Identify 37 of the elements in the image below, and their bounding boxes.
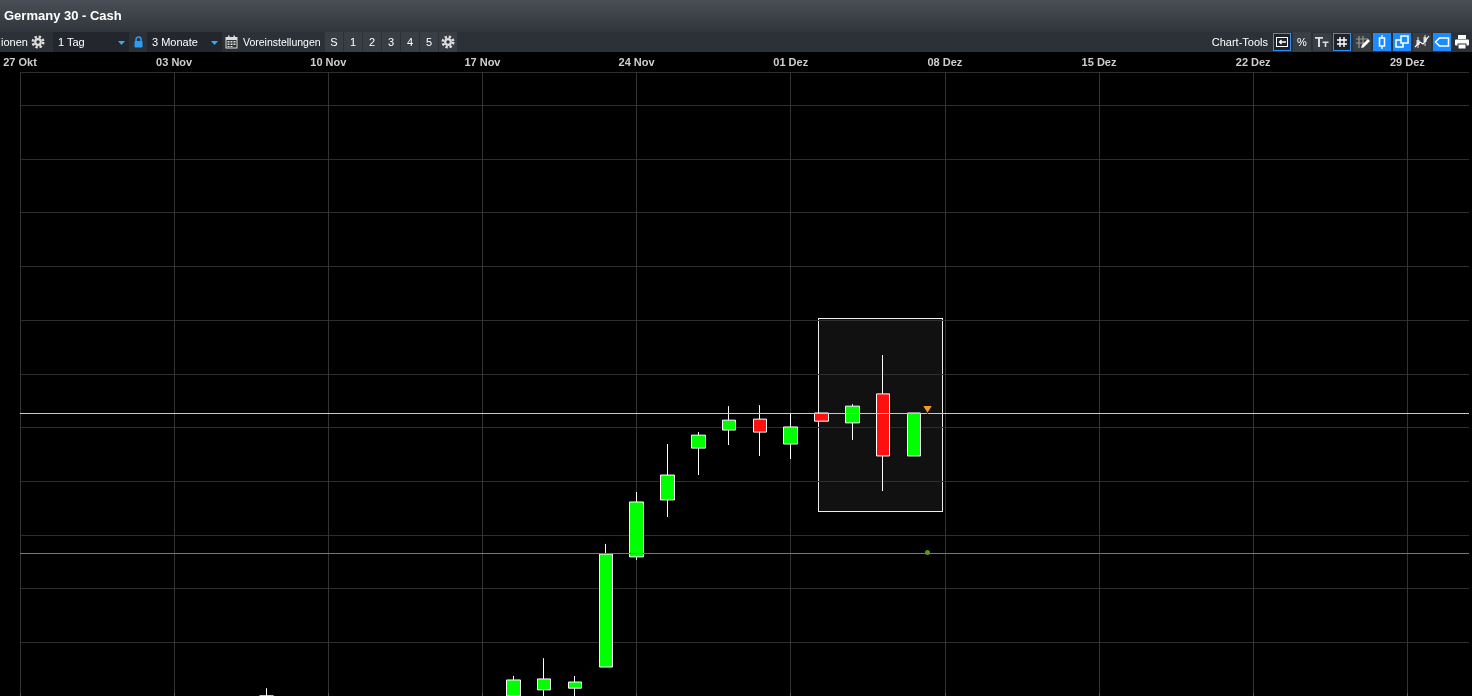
candlestick <box>722 405 736 446</box>
x-tick-label: 17 Nov <box>464 55 502 68</box>
x-tick-label: 01 Dez <box>773 55 809 68</box>
candlestick <box>599 543 613 668</box>
candlestick <box>845 403 860 441</box>
candlestick <box>660 443 675 518</box>
candlestick <box>783 412 798 460</box>
candlestick <box>259 687 274 696</box>
x-tick-label: 27 Okt <box>3 55 38 68</box>
x-tick-label: 08 Dez <box>927 55 963 68</box>
candlestick <box>506 675 521 696</box>
candlestick <box>753 404 767 457</box>
button: 4 <box>401 32 419 52</box>
candlestick <box>876 354 890 492</box>
candlestick <box>629 491 644 561</box>
candlestick <box>568 675 582 696</box>
dropdown: 1 Tag <box>53 32 129 52</box>
button: 3 <box>382 32 400 52</box>
text: Voreinstellungen <box>243 35 321 50</box>
x-tick-label: 03 Nov <box>156 55 194 68</box>
button: 5 <box>420 32 438 52</box>
candlestick <box>537 657 551 696</box>
x-tick-label: 15 Dez <box>1081 55 1117 68</box>
x-tick-label: 22 Dez <box>1235 55 1272 68</box>
text: ionen <box>1 35 28 50</box>
button: 1 <box>344 32 362 52</box>
candlestick <box>691 431 706 476</box>
candlestick <box>907 412 921 457</box>
dropdown: 3 Monate <box>147 32 222 52</box>
button: S <box>325 32 343 52</box>
button: % <box>1293 32 1311 52</box>
x-tick-label: 10 Nov <box>310 55 348 68</box>
x-tick-label: 29 Dez <box>1389 55 1426 68</box>
button: 2 <box>363 32 381 52</box>
chart-title: Germany 30 - Cash <box>4 8 122 24</box>
text: Chart-Tools <box>1211 35 1268 50</box>
x-tick-label: 24 Nov <box>618 55 656 68</box>
